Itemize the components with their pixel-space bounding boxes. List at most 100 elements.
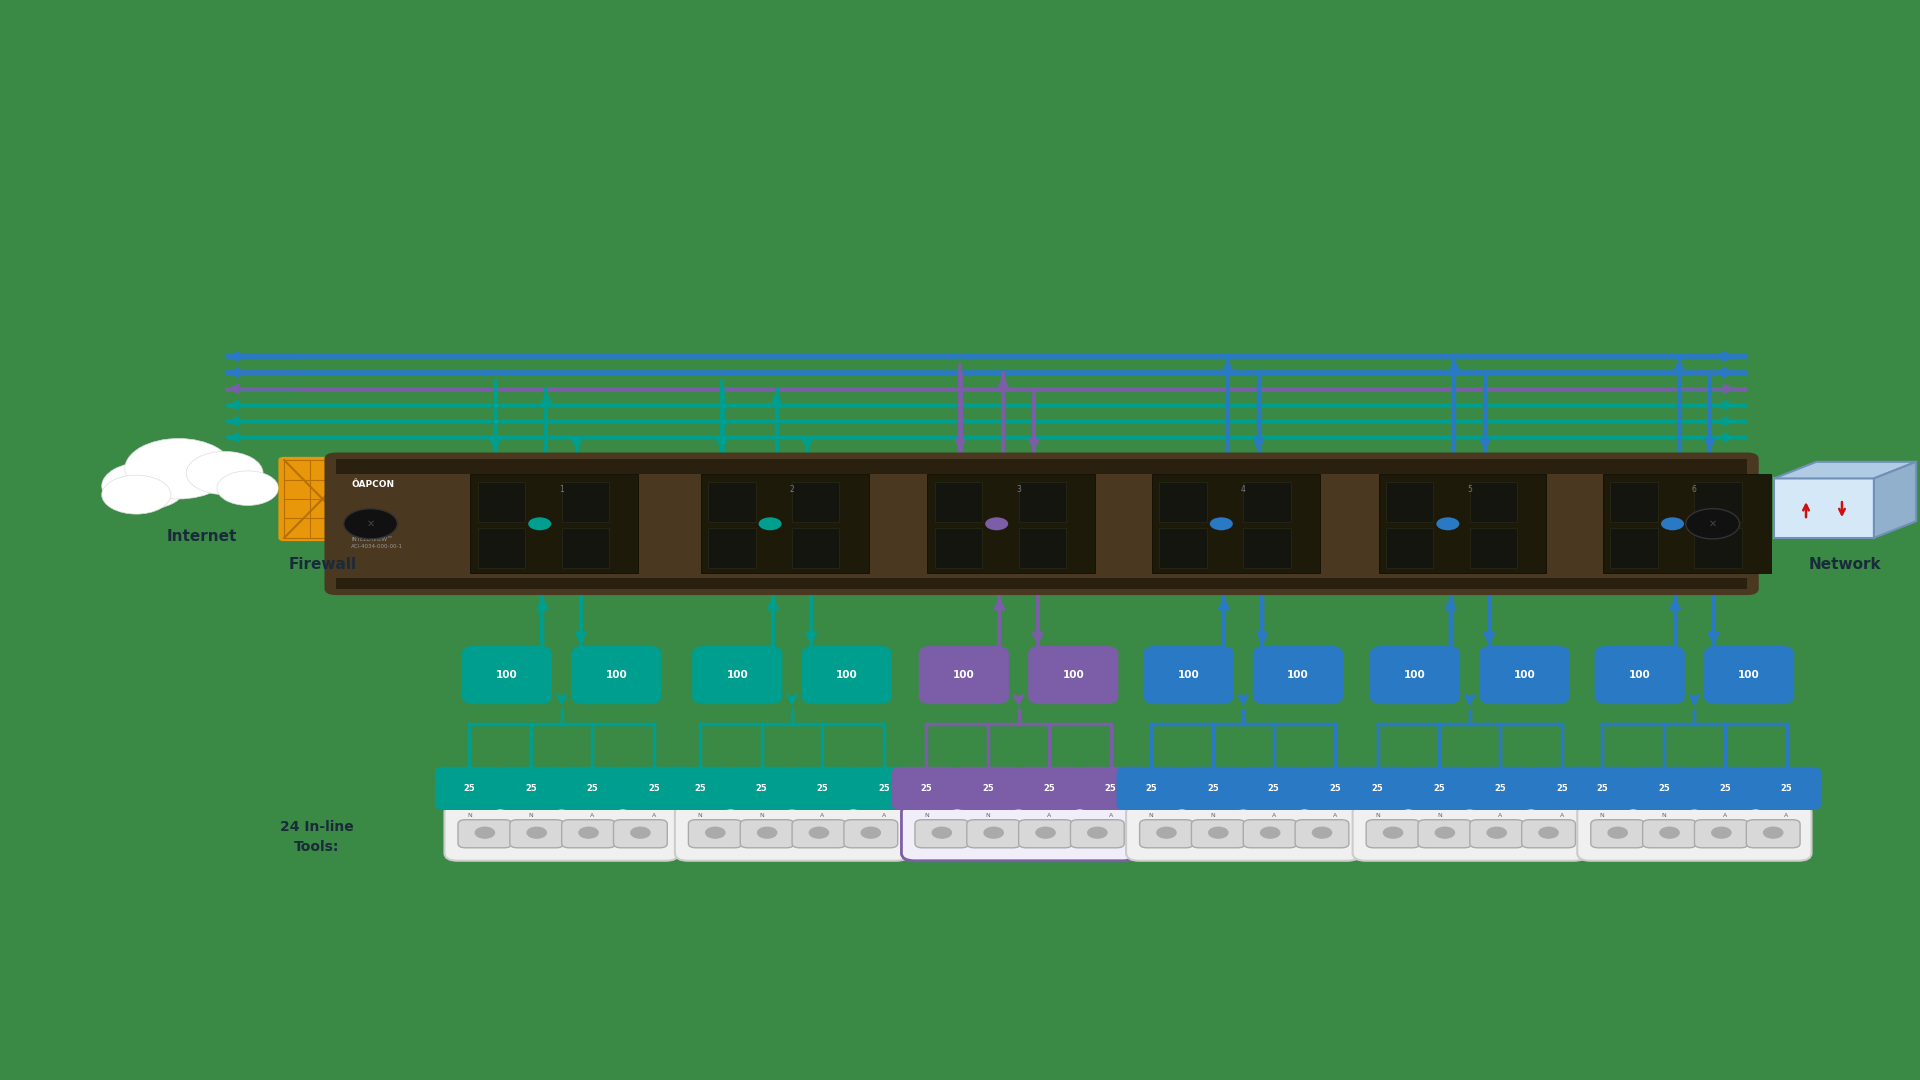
FancyBboxPatch shape — [557, 767, 626, 810]
FancyBboxPatch shape — [434, 767, 503, 810]
Text: A: A — [1559, 813, 1565, 818]
Text: 100: 100 — [1286, 670, 1309, 680]
Text: A: A — [881, 813, 887, 818]
FancyBboxPatch shape — [1367, 820, 1421, 848]
FancyBboxPatch shape — [1478, 646, 1569, 704]
Circle shape — [758, 827, 778, 838]
Circle shape — [580, 827, 599, 838]
Text: 25: 25 — [1596, 784, 1609, 793]
FancyBboxPatch shape — [572, 646, 660, 704]
Text: N: N — [1436, 813, 1442, 818]
Circle shape — [528, 517, 551, 530]
FancyBboxPatch shape — [618, 767, 687, 810]
Text: A: A — [1271, 813, 1275, 818]
Text: 25: 25 — [1659, 784, 1670, 793]
Bar — [561, 528, 609, 567]
Text: N: N — [985, 813, 991, 818]
Text: A: A — [589, 813, 593, 818]
Circle shape — [102, 475, 171, 514]
Text: 25: 25 — [1208, 784, 1219, 793]
Circle shape — [933, 827, 952, 838]
FancyBboxPatch shape — [1594, 646, 1686, 704]
Text: 100: 100 — [835, 670, 858, 680]
Bar — [1774, 478, 1874, 538]
FancyBboxPatch shape — [1296, 820, 1350, 848]
Circle shape — [1261, 827, 1281, 838]
Text: 100: 100 — [1177, 670, 1200, 680]
FancyBboxPatch shape — [614, 820, 668, 848]
FancyBboxPatch shape — [1352, 805, 1586, 861]
Text: N: N — [528, 813, 534, 818]
Text: A: A — [651, 813, 657, 818]
Bar — [561, 482, 609, 522]
Text: 25: 25 — [983, 784, 995, 793]
FancyBboxPatch shape — [278, 457, 367, 541]
FancyBboxPatch shape — [1419, 820, 1473, 848]
FancyBboxPatch shape — [1471, 820, 1524, 848]
Circle shape — [1313, 827, 1332, 838]
FancyBboxPatch shape — [1014, 767, 1083, 810]
Text: 25: 25 — [877, 784, 891, 793]
Circle shape — [125, 438, 232, 499]
Circle shape — [1210, 827, 1229, 838]
FancyBboxPatch shape — [1238, 767, 1308, 810]
Bar — [1471, 482, 1517, 522]
Circle shape — [758, 517, 781, 530]
Text: 24 In-line
Tools:: 24 In-line Tools: — [280, 820, 353, 854]
Text: 2: 2 — [789, 485, 795, 494]
Text: 25: 25 — [647, 784, 660, 793]
Polygon shape — [1774, 462, 1916, 478]
FancyBboxPatch shape — [902, 805, 1135, 861]
Text: N: N — [697, 813, 703, 818]
FancyBboxPatch shape — [1695, 820, 1749, 848]
Circle shape — [1210, 517, 1233, 530]
Text: 3: 3 — [1016, 485, 1021, 494]
FancyBboxPatch shape — [1071, 820, 1125, 848]
Bar — [1693, 528, 1741, 567]
Text: 25: 25 — [526, 784, 538, 793]
Bar — [470, 474, 637, 573]
Bar — [1379, 474, 1546, 573]
Text: 100: 100 — [1738, 670, 1761, 680]
Bar — [1471, 528, 1517, 567]
Text: ✕: ✕ — [1709, 518, 1716, 529]
FancyBboxPatch shape — [1465, 767, 1534, 810]
Bar — [336, 578, 1747, 589]
FancyBboxPatch shape — [1342, 767, 1411, 810]
FancyBboxPatch shape — [1125, 805, 1359, 861]
FancyBboxPatch shape — [664, 767, 733, 810]
Text: 25: 25 — [1144, 784, 1158, 793]
Text: 25: 25 — [463, 784, 476, 793]
Text: ✕: ✕ — [367, 518, 374, 529]
Bar — [935, 528, 983, 567]
Text: 25: 25 — [1494, 784, 1505, 793]
Bar — [708, 528, 755, 567]
FancyBboxPatch shape — [1027, 646, 1117, 704]
Text: 100: 100 — [495, 670, 518, 680]
Bar — [1693, 482, 1741, 522]
Text: 25: 25 — [1267, 784, 1279, 793]
Circle shape — [985, 827, 1004, 838]
FancyBboxPatch shape — [689, 820, 743, 848]
Text: N: N — [1375, 813, 1380, 818]
Circle shape — [1384, 827, 1404, 838]
Text: 1: 1 — [559, 485, 564, 494]
Text: A: A — [1046, 813, 1050, 818]
Polygon shape — [1874, 462, 1916, 538]
FancyBboxPatch shape — [324, 453, 1759, 595]
Circle shape — [1436, 517, 1459, 530]
Text: 25: 25 — [1371, 784, 1384, 793]
Text: 25: 25 — [1329, 784, 1342, 793]
Bar — [478, 482, 524, 522]
FancyBboxPatch shape — [1528, 767, 1597, 810]
FancyBboxPatch shape — [918, 646, 1010, 704]
Bar — [1242, 528, 1290, 567]
FancyBboxPatch shape — [1592, 820, 1645, 848]
Text: N: N — [924, 813, 929, 818]
Circle shape — [1609, 827, 1628, 838]
Bar — [1018, 482, 1066, 522]
FancyBboxPatch shape — [511, 820, 564, 848]
Text: 100: 100 — [726, 670, 749, 680]
Text: ÔAPCON: ÔAPCON — [351, 481, 394, 489]
Text: Network: Network — [1809, 557, 1882, 572]
